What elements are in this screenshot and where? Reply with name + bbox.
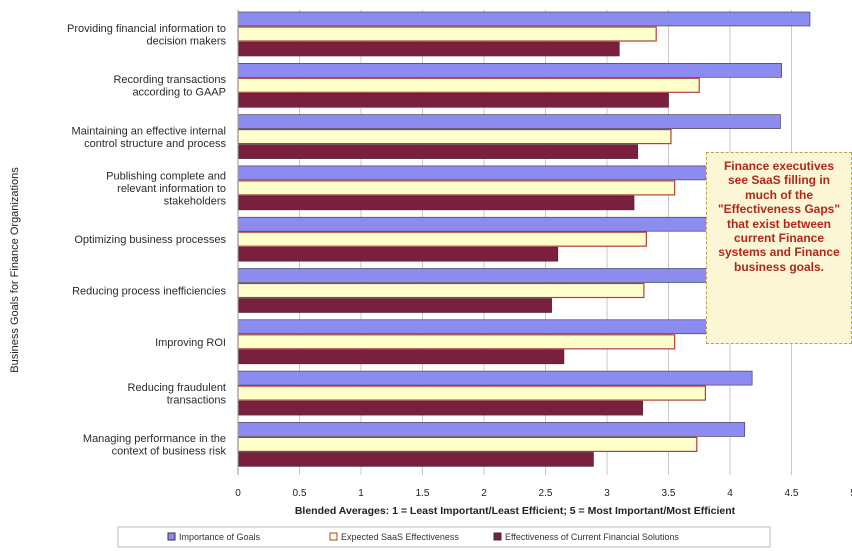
bar-importance [237, 268, 719, 283]
category-label: Providing financial information to [67, 23, 226, 35]
bar-expected-saas [237, 334, 676, 350]
category-label: context of business risk [112, 446, 227, 458]
x-tick-label: 3.5 [662, 488, 676, 499]
bar-importance [237, 319, 719, 335]
legend: Importance of Goals Expected SaaS Effecti… [117, 526, 771, 548]
bar-importance [237, 165, 719, 181]
bar-expected-saas [237, 129, 672, 145]
x-tick-label: 2 [481, 488, 487, 499]
annotation-callout: Finance executives see SaaS filling in m… [706, 152, 852, 344]
category-label: relevant information to [117, 183, 226, 195]
category-label: Publishing complete and [106, 170, 226, 182]
x-tick-label: 2.5 [539, 488, 553, 499]
bar-current-effectiveness [237, 400, 643, 416]
bar-current-effectiveness [237, 93, 669, 108]
x-axis-title: Blended Averages: 1 = Least Important/Le… [295, 505, 736, 517]
category-label: Maintaining an effective internal [71, 125, 226, 137]
bar-current-effectiveness [237, 195, 635, 211]
category-label: Optimizing business processes [74, 234, 226, 246]
x-tick-label: 4.5 [785, 488, 799, 499]
category-label: transactions [167, 394, 227, 406]
x-tick-label: 1.5 [416, 488, 430, 499]
category-label: Recording transactions [113, 74, 226, 86]
category-label: decision makers [147, 35, 227, 47]
category-label: Managing performance in the [83, 433, 226, 445]
bar-expected-saas [237, 231, 647, 247]
legend-swatch [329, 532, 338, 541]
legend-label: Expected SaaS Effectiveness [341, 532, 459, 542]
category-label: Reducing process inefficiencies [72, 286, 226, 298]
bar-expected-saas [237, 282, 645, 299]
legend-label: Effectiveness of Current Financial Solut… [505, 532, 679, 542]
bar-expected-saas [237, 180, 676, 196]
x-tick-label: 0 [235, 488, 241, 499]
category-label: according to GAAP [132, 87, 226, 99]
bar-expected-saas [237, 26, 657, 42]
bar-current-effectiveness [237, 349, 565, 365]
bar-current-effectiveness [237, 298, 552, 313]
bar-expected-saas [237, 77, 700, 93]
y-axis-title: Business Goals for Finance Organizations [9, 167, 21, 373]
category-label: Improving ROI [155, 337, 226, 349]
x-tick-labels: 0 0.5 1 1.5 2 2.5 3 3.5 4 4.5 5 [235, 488, 852, 499]
x-tick-label: 4 [727, 488, 733, 499]
x-tick-label: 0.5 [293, 488, 307, 499]
bar-current-effectiveness [237, 41, 620, 57]
bar-expected-saas [237, 385, 706, 401]
legend-frame [117, 526, 771, 548]
bar-importance [237, 216, 719, 232]
category-labels: Providing financial information todecisi… [67, 23, 226, 458]
legend-swatch [167, 532, 176, 541]
bar-current-effectiveness [237, 246, 559, 262]
legend-label: Importance of Goals [179, 532, 261, 542]
category-label: control structure and process [84, 138, 226, 150]
legend-swatch [493, 532, 502, 541]
x-tick-label: 3 [604, 488, 610, 499]
bar-importance [237, 114, 781, 129]
bar-importance [237, 62, 782, 78]
category-label: Reducing fraudulent [128, 382, 226, 394]
category-label: stakeholders [164, 195, 227, 207]
bar-expected-saas [237, 436, 698, 452]
bar-importance [237, 11, 811, 27]
bar-importance [237, 422, 746, 437]
x-tick-label: 1 [358, 488, 364, 499]
bar-current-effectiveness [237, 144, 639, 159]
bar-current-effectiveness [237, 452, 594, 467]
bar-importance [237, 370, 753, 386]
x-tick-label: 5 [850, 488, 852, 499]
